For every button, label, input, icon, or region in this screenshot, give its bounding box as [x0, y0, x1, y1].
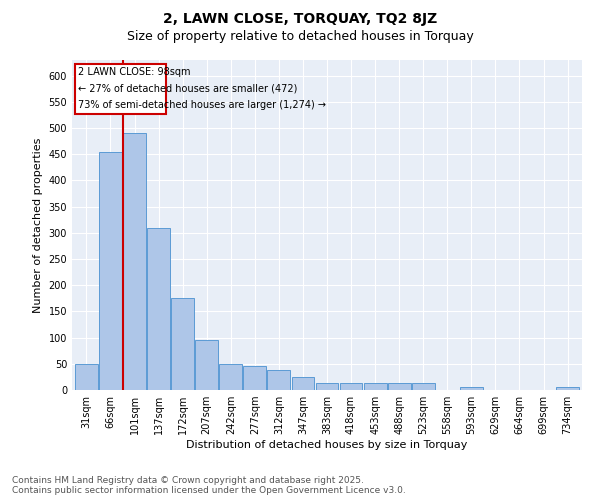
FancyBboxPatch shape [75, 64, 166, 114]
Bar [460, 388, 483, 390]
Bar [220, 364, 242, 390]
Bar [364, 383, 386, 390]
X-axis label: Distribution of detached houses by size in Torquay: Distribution of detached houses by size … [187, 440, 467, 450]
Text: Contains HM Land Registry data © Crown copyright and database right 2025.
Contai: Contains HM Land Registry data © Crown c… [12, 476, 406, 495]
Text: 73% of semi-detached houses are larger (1,274) →: 73% of semi-detached houses are larger (… [78, 100, 326, 110]
Bar [99, 152, 122, 390]
Y-axis label: Number of detached properties: Number of detached properties [33, 138, 43, 312]
Bar [292, 377, 314, 390]
Bar [123, 134, 146, 390]
Bar [412, 383, 434, 390]
Bar [244, 366, 266, 390]
Bar [556, 388, 579, 390]
Text: 2, LAWN CLOSE, TORQUAY, TQ2 8JZ: 2, LAWN CLOSE, TORQUAY, TQ2 8JZ [163, 12, 437, 26]
Bar [147, 228, 170, 390]
Bar [171, 298, 194, 390]
Bar [268, 370, 290, 390]
Text: ← 27% of detached houses are smaller (472): ← 27% of detached houses are smaller (47… [78, 84, 297, 94]
Bar [388, 382, 410, 390]
Bar [316, 382, 338, 390]
Bar [340, 382, 362, 390]
Bar [195, 340, 218, 390]
Text: 2 LAWN CLOSE: 98sqm: 2 LAWN CLOSE: 98sqm [78, 67, 190, 77]
Text: Size of property relative to detached houses in Torquay: Size of property relative to detached ho… [127, 30, 473, 43]
Bar [75, 364, 98, 390]
